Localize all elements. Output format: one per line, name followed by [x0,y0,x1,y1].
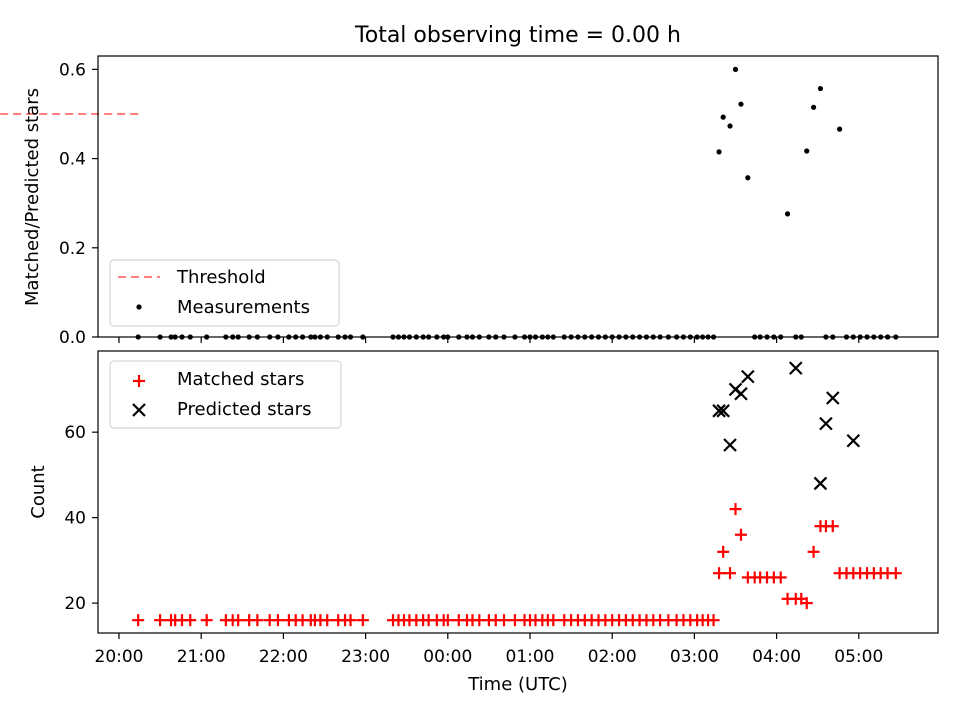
predicted-star-point [734,386,748,401]
top-legend-box [109,259,340,327]
x-tick-label: 23:00 [341,647,390,667]
measurement-point [720,114,726,120]
matched-star-point [826,520,839,533]
measurement-point [817,85,824,92]
bottom-legend: Matched stars Predicted stars [109,360,342,429]
measurement-point [738,101,744,107]
matched-star-point [497,614,510,627]
predicted-star-point [813,476,828,491]
matched-star-point [271,614,284,627]
matched-star-point [807,545,820,558]
x-axis-label: Time (UTC) [467,674,568,695]
top-y-tick-label: 0.4 [59,150,86,170]
predicted-star-point [716,404,730,418]
predicted-star-point [741,369,755,384]
x-tick-label: 01:00 [506,647,555,667]
bottom-legend-box [109,360,342,429]
matched-star-point [251,614,264,627]
x-tick-label: 02:00 [588,647,637,667]
measurement-point [837,126,843,132]
matched-star-point [441,614,454,627]
bottom-y-tick-label: 20 [64,594,86,614]
matched-star-point [729,503,742,516]
matched-star-point [356,614,369,627]
matched-star-point [154,614,167,627]
matched-star-point [132,614,145,627]
matched-star-point [707,614,720,627]
predicted-star-point [825,391,840,405]
matched-star-point [724,567,737,580]
legend-predicted-label: Predicted stars [177,399,311,420]
legend-measurements-swatch [136,304,142,310]
measurement-point [732,66,739,72]
legend-matched-swatch [133,375,145,387]
top-y-tick-label: 0.0 [59,328,86,348]
x-tick-label: 05:00 [834,647,883,667]
matched-star-point [232,614,245,627]
top-y-tick-label: 0.2 [59,239,86,259]
x-tick-label: 04:00 [752,647,801,667]
measurement-point [727,123,733,129]
measurement-point [784,211,791,217]
bottom-y-ticks: 20 40 60 [64,423,98,614]
top-panel: 0.0 0.2 0.4 0.6 Matched/Predicted stars Thr… [0,55,939,348]
matched-star-points [132,503,902,627]
top-y-ticks: 0.0 0.2 0.4 0.6 [59,60,98,348]
matched-star-point [734,528,747,541]
bottom-y-axis-label: Count [28,465,49,518]
bottom-y-tick-label: 60 [64,423,86,443]
measurement-point [716,149,722,155]
matched-star-point [547,614,560,627]
matched-star-point [713,567,726,580]
measurement-point [810,104,817,110]
legend-measurements-label: Measurements [177,297,310,318]
chart-title: Total observing time = 0.00 h [354,23,681,48]
top-y-tick-label: 0.6 [59,60,86,80]
matched-star-point [717,545,730,558]
x-tick-label: 20:00 [95,647,144,667]
x-tick-label: 22:00 [259,647,308,667]
predicted-star-point [819,416,833,431]
legend-predicted-swatch [132,403,146,417]
bottom-x-ticks: 20:00 21:00 22:00 23:00 00:00 01:00 02:00 03:00… [95,633,883,667]
predicted-star-point [846,433,861,448]
predicted-star-points [712,361,861,491]
top-axes-frame [97,55,939,338]
predicted-star-point [712,404,726,418]
bottom-panel: 20 40 60 20:00 21:00 22:00 23:00 00:00 01:00 02:… [28,350,939,695]
bottom-axes-frame [97,350,939,634]
matched-star-point [889,567,902,580]
legend-threshold-label: Threshold [176,267,266,288]
x-tick-label: 03:00 [670,647,719,667]
matched-star-point [200,614,213,627]
bottom-y-tick-label: 40 [64,509,86,529]
predicted-star-point [789,361,803,375]
measurement-point [804,148,810,154]
top-legend: Threshold Measurements [109,259,340,327]
matched-star-point [184,614,197,627]
predicted-star-point [723,438,737,452]
measurement-point [745,175,751,181]
matched-star-point [774,571,787,584]
matched-star-point [800,597,813,610]
x-tick-label: 21:00 [177,647,226,667]
matched-star-point [344,614,357,627]
legend-matched-label: Matched stars [177,369,304,390]
top-y-axis-label: Matched/Predicted stars [22,88,43,306]
x-tick-label: 00:00 [423,647,472,667]
matched-star-point [321,614,334,627]
